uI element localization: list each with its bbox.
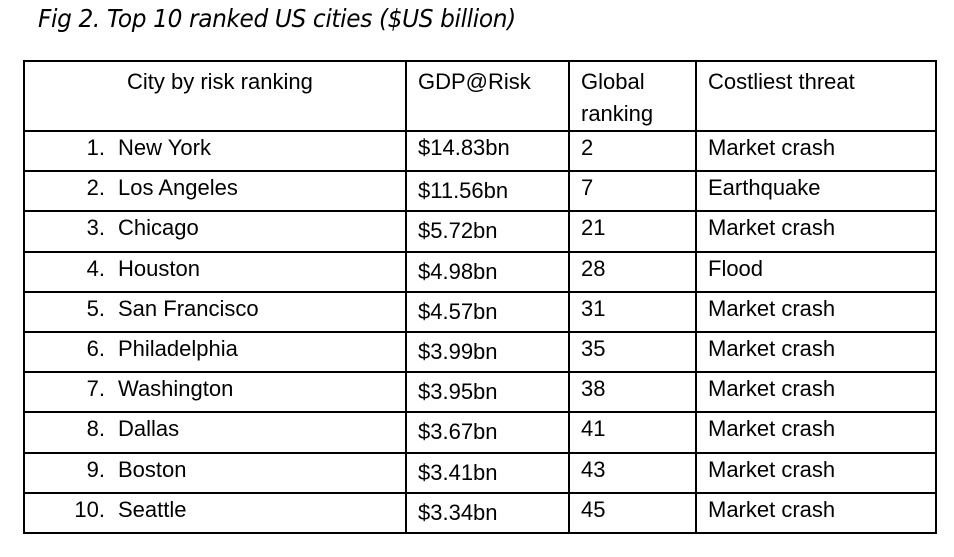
threat-cell: Market crash xyxy=(695,330,937,374)
gdp-cell: $4.57bn xyxy=(405,290,570,333)
global-ranking-cell: 2 xyxy=(568,129,697,173)
city-name: Boston xyxy=(118,456,187,482)
global-ranking-cell: 21 xyxy=(568,210,697,253)
threat-cell: Market crash xyxy=(695,371,937,414)
threat-cell: Market crash xyxy=(695,451,937,494)
global-ranking-cell: 28 xyxy=(568,250,697,293)
us-cities-risk-table: City by risk ranking GDP@Risk Global rank… xyxy=(23,60,937,534)
city-cell: 6. Philadelphia xyxy=(23,330,407,374)
table-row: 9. Boston $3.41bn 43 Market crash xyxy=(23,451,937,494)
city-name: Philadelphia xyxy=(118,335,238,361)
threat-cell: Market crash xyxy=(695,491,937,534)
gdp-cell: $4.98bn xyxy=(405,250,570,293)
city-cell: 5. San Francisco xyxy=(23,290,407,333)
global-ranking-cell: 31 xyxy=(568,290,697,333)
gdp-value: $3.34bn xyxy=(418,499,498,525)
gdp-value: $11.56bn xyxy=(418,178,509,204)
global-ranking-cell: 41 xyxy=(568,411,697,454)
gdp-value: $14.83bn xyxy=(418,135,510,160)
global-ranking-cell: 43 xyxy=(568,451,697,494)
city-name: Houston xyxy=(118,255,200,281)
gdp-cell: $11.56bn xyxy=(405,170,570,213)
table-row: 7. Washington $3.95bn 38 Market crash xyxy=(23,371,937,414)
rank-number: 1. xyxy=(86,135,105,160)
table-row: 2. Los Angeles $11.56bn 7 Earthquake xyxy=(23,170,937,213)
gdp-value: $5.72bn xyxy=(418,218,498,244)
table-row: 1. New York $14.83bn 2 Market crash xyxy=(23,129,937,173)
city-cell: 1. New York xyxy=(23,129,407,173)
threat-cell: Market crash xyxy=(695,210,937,253)
threat-cell: Market crash xyxy=(695,129,937,173)
rank-number: 10. xyxy=(74,496,105,522)
header-gdp-at-risk: GDP@Risk xyxy=(405,60,570,132)
gdp-value: $3.41bn xyxy=(418,459,498,485)
global-ranking-cell: 45 xyxy=(568,491,697,534)
city-name: Washington xyxy=(118,376,234,402)
rank-number: 8. xyxy=(86,416,105,442)
gdp-value: $3.67bn xyxy=(418,419,498,445)
city-cell: 3. Chicago xyxy=(23,210,407,253)
header-global-ranking: Global ranking xyxy=(568,60,697,132)
city-cell: 7. Washington xyxy=(23,371,407,414)
gdp-cell: $5.72bn xyxy=(405,210,570,253)
rank-number: 6. xyxy=(86,335,105,361)
threat-cell: Flood xyxy=(695,250,937,293)
city-name: New York xyxy=(118,135,211,160)
table-row: 3. Chicago $5.72bn 21 Market crash xyxy=(23,210,937,253)
city-name: Dallas xyxy=(118,416,180,442)
city-cell: 2. Los Angeles xyxy=(23,170,407,213)
rank-number: 2. xyxy=(86,175,105,201)
gdp-value: $3.95bn xyxy=(418,379,498,405)
table-row: 5. San Francisco $4.57bn 31 Market crash xyxy=(23,290,937,333)
table-row: 4. Houston $4.98bn 28 Flood xyxy=(23,250,937,293)
threat-cell: Market crash xyxy=(695,290,937,333)
rank-number: 4. xyxy=(86,255,105,281)
figure-title: Fig 2. Top 10 ranked US cities ($US bill… xyxy=(38,4,516,33)
city-name: Seattle xyxy=(118,496,187,522)
city-cell: 10. Seattle xyxy=(23,491,407,534)
header-city: City by risk ranking xyxy=(23,60,407,132)
city-cell: 8. Dallas xyxy=(23,411,407,454)
rank-number: 7. xyxy=(86,376,105,402)
rank-number: 5. xyxy=(86,295,105,321)
city-cell: 4. Houston xyxy=(23,250,407,293)
global-ranking-cell: 38 xyxy=(568,371,697,414)
city-name: San Francisco xyxy=(118,295,259,321)
table-row: 8. Dallas $3.67bn 41 Market crash xyxy=(23,411,937,454)
threat-cell: Market crash xyxy=(695,411,937,454)
table-header-row: City by risk ranking GDP@Risk Global rank… xyxy=(23,60,937,132)
city-name: Los Angeles xyxy=(118,175,238,201)
table-row: 10. Seattle $3.34bn 45 Market crash xyxy=(23,491,937,534)
gdp-cell: $3.34bn xyxy=(405,491,570,534)
city-cell: 9. Boston xyxy=(23,451,407,494)
global-ranking-cell: 7 xyxy=(568,170,697,213)
table-row: 6. Philadelphia $3.99bn 35 Market crash xyxy=(23,330,937,374)
gdp-value: $4.98bn xyxy=(418,258,498,284)
rank-number: 3. xyxy=(86,215,105,241)
gdp-cell: $14.83bn xyxy=(405,129,570,173)
gdp-cell: $3.95bn xyxy=(405,371,570,414)
gdp-value: $4.57bn xyxy=(418,298,498,324)
header-global-line2: ranking xyxy=(581,101,654,126)
gdp-cell: $3.67bn xyxy=(405,411,570,454)
global-ranking-cell: 35 xyxy=(568,330,697,374)
gdp-value: $3.99bn xyxy=(418,338,498,364)
gdp-cell: $3.99bn xyxy=(405,330,570,374)
threat-cell: Earthquake xyxy=(695,170,937,213)
rank-number: 9. xyxy=(86,456,105,482)
header-costliest-threat: Costliest threat xyxy=(695,60,937,132)
gdp-cell: $3.41bn xyxy=(405,451,570,494)
city-name: Chicago xyxy=(118,215,199,241)
header-global-line1: Global xyxy=(581,69,645,94)
